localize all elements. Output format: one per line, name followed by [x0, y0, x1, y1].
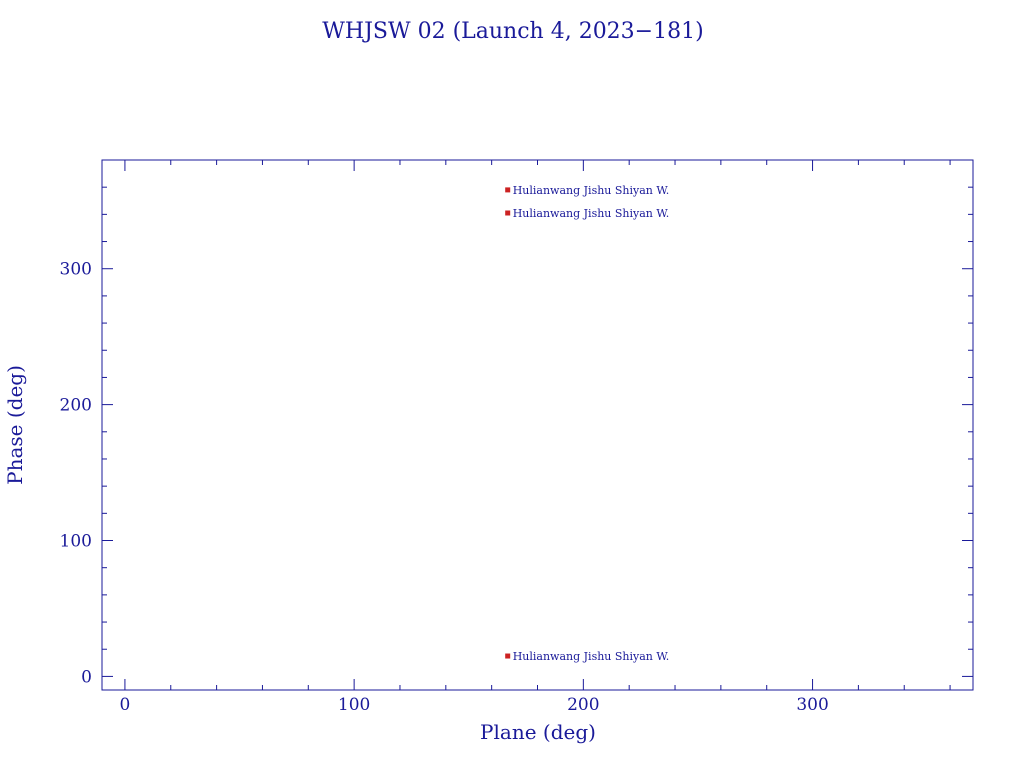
x-tick-label: 200 [567, 695, 599, 715]
y-axis-tick-labels: 0 100 200 300 [60, 260, 92, 688]
chart-title: WHJSW 02 (Launch 4, 2023−181) [322, 19, 703, 44]
axis-ticks [102, 159, 973, 690]
data-point [505, 653, 511, 659]
x-tick-label: 100 [338, 695, 370, 715]
y-tick-label: 0 [81, 667, 92, 687]
data-point [505, 187, 511, 193]
x-tick-label: 0 [120, 695, 131, 715]
x-axis-tick-labels: 0 100 200 300 [120, 695, 829, 715]
plot-frame [101, 159, 974, 691]
x-tick-label: 300 [796, 695, 828, 715]
y-tick-label: 100 [60, 532, 92, 552]
data-point-label: Hulianwang Jishu Shiyan W. [513, 650, 670, 663]
data-points: Hulianwang Jishu Shiyan W. Hulianwang Jis… [505, 184, 669, 663]
data-point [505, 210, 511, 216]
data-point-label: Hulianwang Jishu Shiyan W. [513, 184, 670, 197]
y-tick-label: 200 [60, 396, 92, 416]
y-axis-label: Phase (deg) [3, 365, 27, 485]
y-tick-label: 300 [60, 260, 92, 280]
x-axis-label: Plane (deg) [480, 720, 596, 744]
data-point-label: Hulianwang Jishu Shiyan W. [513, 207, 670, 220]
